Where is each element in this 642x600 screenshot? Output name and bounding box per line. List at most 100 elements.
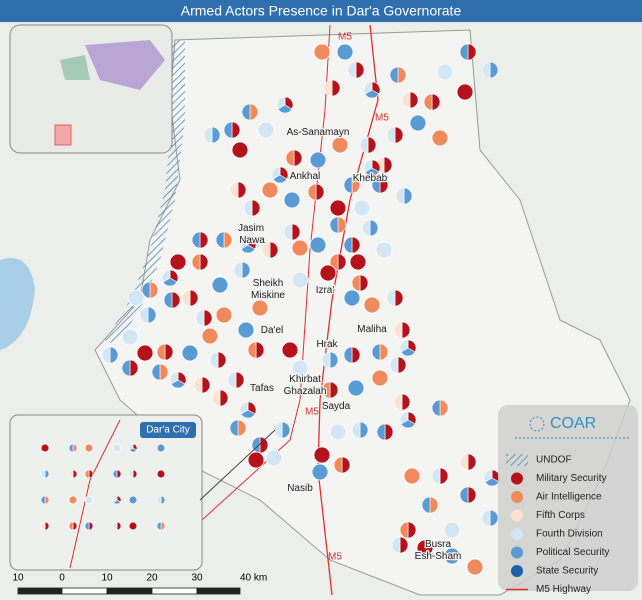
marker-slice: [237, 419, 247, 437]
marker-slice: [68, 521, 74, 531]
marker-slice: [409, 91, 419, 109]
marker-slice: [156, 521, 162, 531]
marker: [84, 443, 94, 453]
marker-slice: [68, 469, 74, 479]
legend: UNDOF Military Security Air Intelligence Fi…: [506, 454, 609, 595]
marker: [121, 328, 139, 346]
marker-slice: [403, 187, 413, 205]
marker-slice: [386, 126, 396, 144]
marker-slice: [393, 393, 403, 411]
place-label: Tafas: [250, 383, 274, 394]
marker: [231, 141, 249, 159]
marker-slice: [293, 149, 303, 167]
marker: [313, 43, 331, 61]
marker: [215, 306, 233, 324]
marker-slice: [371, 176, 381, 194]
marker-slice: [394, 289, 404, 307]
scale-bar: 10 0 10 20 30 40 km: [12, 573, 267, 595]
marker: [443, 547, 461, 565]
marker-slice: [393, 321, 403, 339]
marker-slice: [431, 399, 441, 417]
legend-label: Political Security: [536, 547, 609, 558]
place-line: Tafas: [250, 383, 274, 394]
marker-slice: [367, 136, 377, 154]
marker: [237, 321, 255, 339]
marker-slice: [193, 376, 203, 394]
road-label: M5: [338, 32, 352, 43]
place-label: Izra': [316, 285, 335, 296]
scale-segment: [151, 587, 198, 595]
marker-slice: [233, 261, 243, 279]
place-line: Busra: [425, 539, 452, 550]
marker-slice: [397, 356, 407, 374]
marker-slice: [439, 399, 449, 417]
place-label: As-Sanamayn: [287, 127, 350, 138]
place-line: Ghazalah: [284, 386, 327, 397]
marker: [456, 83, 474, 101]
marker-slice: [199, 231, 209, 249]
marker-slice: [359, 274, 369, 292]
marker-slice: [195, 309, 205, 327]
marker-slice: [271, 166, 281, 180]
legend-label: Fifth Corps: [536, 510, 585, 521]
place-line: Nasib: [287, 483, 313, 494]
marker-slice: [361, 219, 371, 237]
marker-slice: [459, 486, 469, 504]
place-line: Miskine: [251, 290, 285, 301]
region: [85, 40, 165, 90]
marker-slice: [251, 199, 261, 217]
place-line: Izra': [316, 285, 335, 296]
marker-slice: [399, 536, 409, 554]
marker-slice: [379, 343, 389, 361]
marker: [416, 539, 434, 557]
marker-slice: [291, 223, 301, 241]
marker-slice: [40, 521, 46, 531]
marker: [283, 191, 301, 209]
scale-segment: [61, 587, 108, 595]
place-label: Hrak: [316, 339, 338, 350]
marker-slice: [321, 351, 331, 369]
legend-swatch: [511, 565, 523, 577]
marker: [265, 449, 283, 467]
marker: [436, 63, 454, 81]
marker-slice: [383, 156, 393, 174]
marker: [431, 129, 449, 147]
marker-slice: [203, 309, 213, 327]
marker-slice: [255, 341, 265, 359]
marker-slice: [229, 181, 239, 199]
markers: [101, 43, 501, 576]
marker-slice: [164, 343, 174, 361]
marker: [349, 253, 367, 271]
marker-slice: [181, 289, 191, 307]
marker-slice: [199, 253, 209, 271]
marker-slice: [121, 359, 131, 377]
place-label: Jasim: [238, 223, 264, 234]
marker: [84, 495, 94, 505]
title: Armed Actors Presence in Dar'a Governora…: [181, 3, 462, 19]
marker: [251, 299, 269, 317]
scale-label: 10: [101, 573, 113, 584]
marker-slice: [156, 343, 166, 361]
marker-slice: [101, 346, 111, 364]
marker-slice: [439, 467, 449, 485]
marker-slice: [359, 136, 369, 154]
place-label: Busra Esh-Sham: [415, 539, 462, 562]
marker-slice: [351, 421, 361, 439]
marker-slice: [211, 389, 221, 407]
place-line: Maliha: [357, 324, 387, 335]
legend-label: State Security: [536, 566, 598, 577]
marker-slice: [423, 93, 433, 111]
marker-slice: [329, 381, 339, 399]
marker: [40, 443, 50, 453]
marker-slice: [84, 469, 90, 479]
marker: [375, 241, 393, 259]
marker-slice: [467, 43, 477, 61]
marker: [409, 114, 427, 132]
scale-label: 40 km: [240, 573, 267, 584]
marker: [331, 136, 349, 154]
marker-slice: [343, 236, 353, 254]
legend-box: [498, 405, 638, 591]
marker: [68, 495, 78, 505]
marker: [211, 276, 229, 294]
